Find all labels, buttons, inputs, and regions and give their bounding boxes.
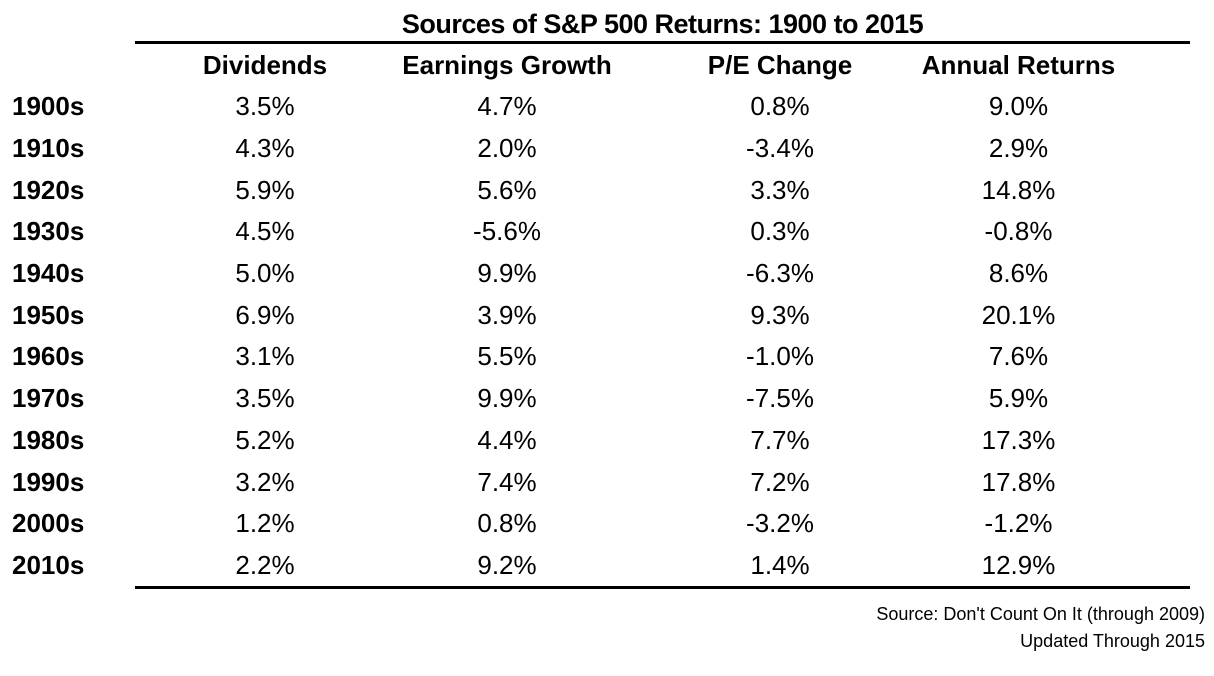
table-cell: 12.9% <box>981 549 1056 580</box>
row-label: 1940s <box>12 258 85 289</box>
table-cell: -0.8% <box>984 216 1053 247</box>
table-cell: 4.4% <box>477 424 537 455</box>
table-cell: 1.4% <box>750 549 810 580</box>
column-header-dividends: Dividends <box>202 49 328 80</box>
table-cell: 3.5% <box>235 383 295 414</box>
table-cell: 9.9% <box>477 383 537 414</box>
row-label: 1950s <box>12 299 85 330</box>
table-cell: 5.6% <box>477 174 537 205</box>
table-cell: 5.2% <box>235 424 295 455</box>
table-cell: 4.5% <box>235 216 295 247</box>
table-row-1960s: 1960s 3.1% 5.5% -1.0% 7.6% <box>0 336 1214 378</box>
table-cell: 1.2% <box>235 508 295 539</box>
table-row-1900s: 1900s 3.5% 4.7% 0.8% 9.0% <box>0 86 1214 128</box>
table-cell: 2.9% <box>988 133 1049 164</box>
table-cell: 6.9% <box>235 299 295 330</box>
table-cell: 9.9% <box>477 258 537 289</box>
table-row-1940s: 1940s 5.0% 9.9% -6.3% 8.6% <box>0 253 1214 295</box>
table-cell: 9.3% <box>750 299 810 330</box>
table-cell: 9.2% <box>477 549 537 580</box>
table-cell: -1.0% <box>746 341 814 372</box>
row-label: 2000s <box>12 508 85 539</box>
table-cell: 7.6% <box>988 341 1049 372</box>
table-cell: 3.2% <box>235 466 295 497</box>
table-cell: 4.3% <box>235 133 295 164</box>
table-row-1950s: 1950s 6.9% 3.9% 9.3% 20.1% <box>0 294 1214 336</box>
table-cell: 9.0% <box>988 91 1049 122</box>
updated-note: Updated Through 2015 <box>1020 631 1205 652</box>
column-header-annual-returns: Annual Returns <box>921 49 1116 80</box>
source-note: Source: Don't Count On It (through 2009) <box>876 604 1205 625</box>
page-title: Sources of S&P 500 Returns: 1900 to 2015 <box>401 9 924 39</box>
table-row-1930s: 1930s 4.5% -5.6% 0.3% -0.8% <box>0 211 1214 253</box>
row-label: 1970s <box>12 383 85 414</box>
table-cell: -1.2% <box>984 508 1053 539</box>
table-cell: 3.9% <box>477 299 537 330</box>
table-row-2010s: 2010s 2.2% 9.2% 1.4% 12.9% <box>0 545 1214 587</box>
table-row-1970s: 1970s 3.5% 9.9% -7.5% 5.9% <box>0 378 1214 420</box>
footer: Source: Don't Count On It (through 2009)… <box>0 589 1205 655</box>
row-label: 2010s <box>12 549 85 580</box>
table-row-1980s: 1980s 5.2% 4.4% 7.7% 17.3% <box>0 420 1214 462</box>
row-label: 1900s <box>12 91 85 122</box>
table-cell: 2.2% <box>235 549 295 580</box>
column-header-pe-change: P/E Change <box>707 49 853 80</box>
table-cell: 8.6% <box>988 258 1049 289</box>
row-label: 1990s <box>12 466 85 497</box>
table-row-2000s: 2000s 1.2% 0.8% -3.2% -1.2% <box>0 503 1214 545</box>
table-cell: 5.9% <box>235 174 295 205</box>
table-cell: 3.5% <box>235 91 295 122</box>
table-cell: 4.7% <box>477 91 537 122</box>
table-cell: 5.0% <box>235 258 295 289</box>
table-row-1910s: 1910s 4.3% 2.0% -3.4% 2.9% <box>0 128 1214 170</box>
table-cell: 14.8% <box>981 174 1056 205</box>
table-cell: 2.0% <box>477 133 537 164</box>
table-cell: 7.4% <box>477 466 537 497</box>
row-label: 1980s <box>12 424 85 455</box>
table-cell: 3.3% <box>750 174 810 205</box>
table-cell: -7.5% <box>746 383 814 414</box>
table-cell: -3.4% <box>746 133 814 164</box>
table-cell: 0.3% <box>750 216 810 247</box>
column-header-earnings-growth: Earnings Growth <box>402 49 612 80</box>
table-cell: 7.7% <box>750 424 810 455</box>
table-cell: -3.2% <box>746 508 814 539</box>
row-label: 1960s <box>12 341 85 372</box>
table-cell: 20.1% <box>981 299 1056 330</box>
bottom-rule <box>135 586 1190 590</box>
table-cell: -6.3% <box>746 258 814 289</box>
table-cell: -5.6% <box>473 216 541 247</box>
row-label: 1920s <box>12 174 85 205</box>
row-label: 1930s <box>12 216 85 247</box>
row-label: 1910s <box>12 133 85 164</box>
header-row: Dividends Earnings Growth P/E Change Ann… <box>0 44 1214 86</box>
table-cell: 17.8% <box>981 466 1056 497</box>
table-cell: 5.5% <box>477 341 537 372</box>
table-cell: 7.2% <box>750 466 810 497</box>
table-cell: 3.1% <box>235 341 295 372</box>
table-cell: 17.3% <box>981 424 1056 455</box>
table-row-1990s: 1990s 3.2% 7.4% 7.2% 17.8% <box>0 461 1214 503</box>
top-rule <box>135 41 1190 44</box>
table-cell: 0.8% <box>750 91 810 122</box>
table-row-1920s: 1920s 5.9% 5.6% 3.3% 14.8% <box>0 169 1214 211</box>
table-cell: 0.8% <box>477 508 537 539</box>
table-cell: 5.9% <box>988 383 1049 414</box>
